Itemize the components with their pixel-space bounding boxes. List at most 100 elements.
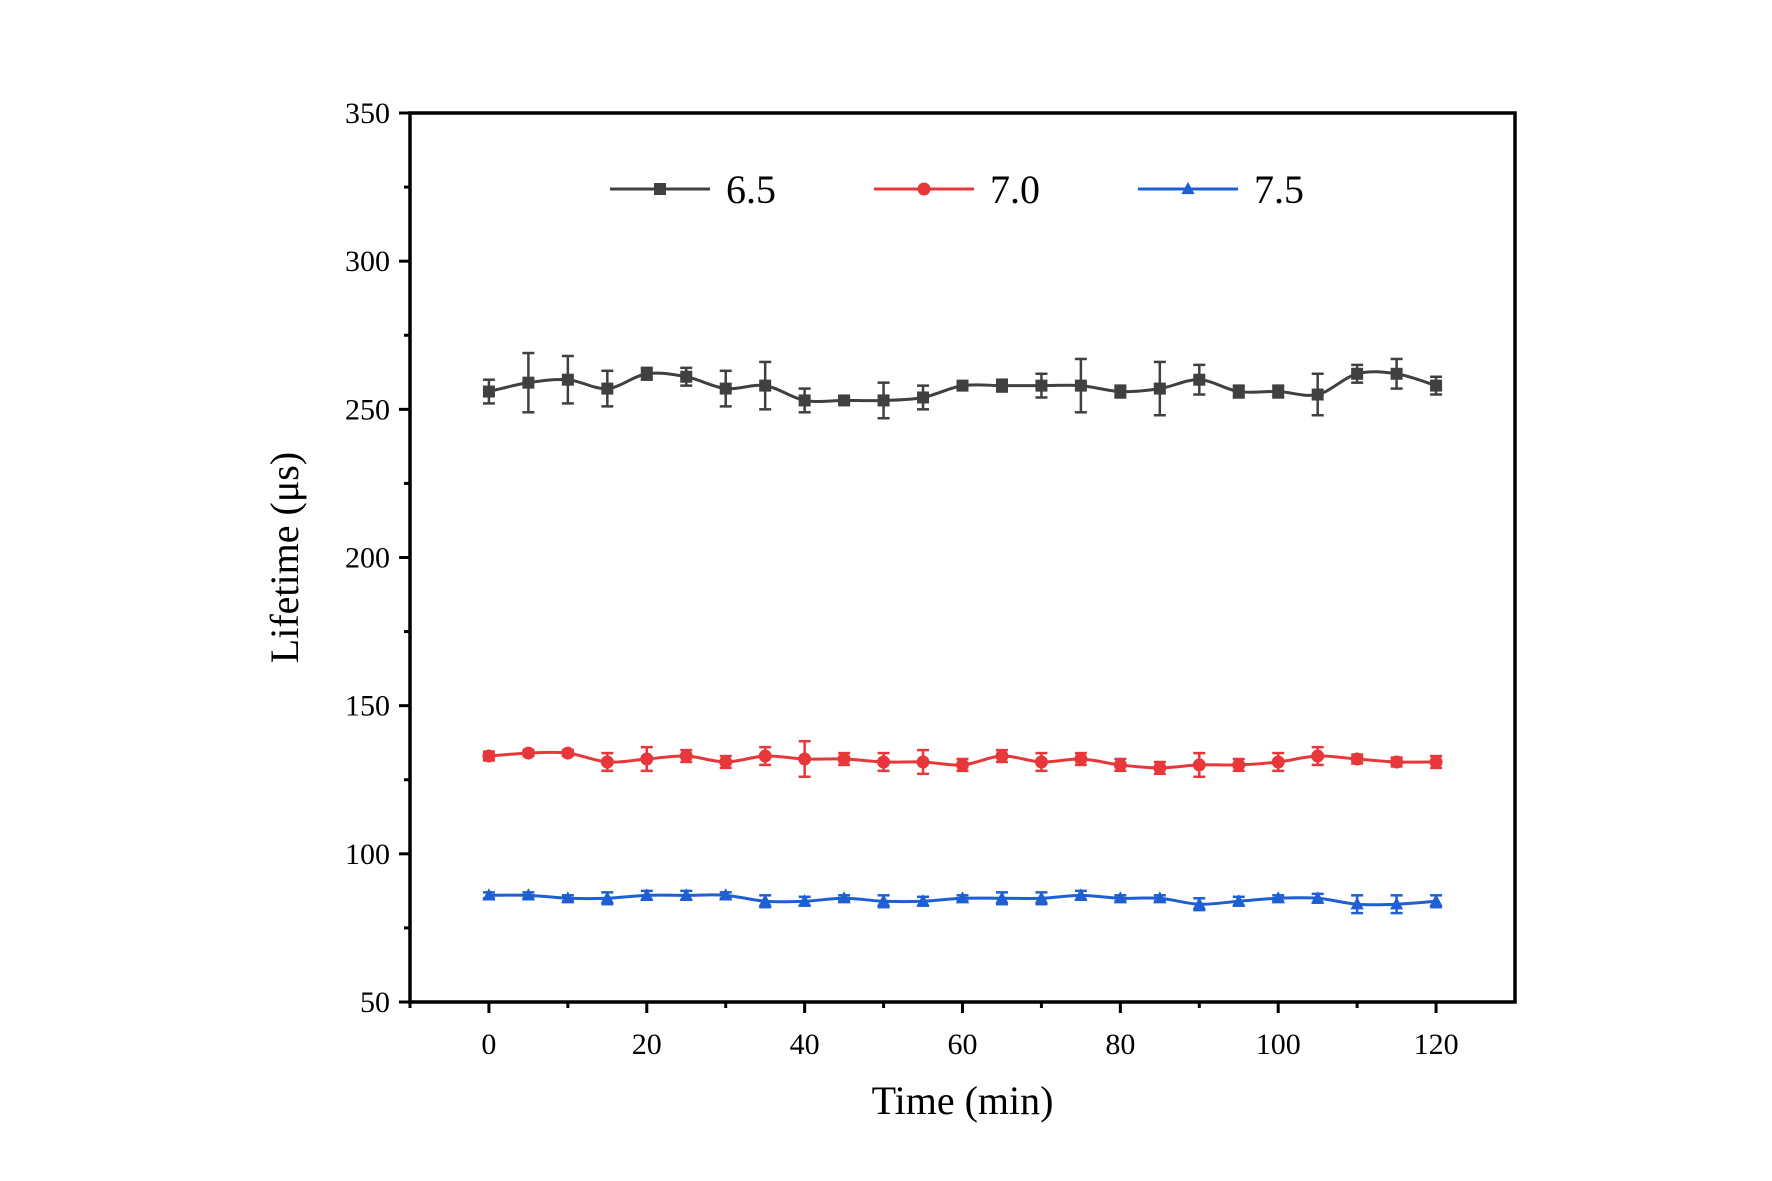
plot-area	[482, 351, 1443, 915]
data-point	[1350, 897, 1364, 910]
data-point	[1232, 758, 1246, 772]
legend-item-7.0: 7.0	[874, 167, 1040, 212]
data-point	[995, 749, 1009, 763]
data-point	[955, 891, 970, 904]
data-point	[798, 752, 812, 766]
data-point	[995, 379, 1008, 392]
data-point	[1074, 888, 1088, 901]
data-point	[1350, 752, 1364, 766]
data-point	[521, 888, 535, 901]
plot-frame	[408, 111, 1517, 1004]
data-point	[1074, 752, 1088, 766]
x-tick-label: 120	[1414, 1028, 1459, 1061]
data-point	[719, 382, 732, 395]
legend-label: 7.5	[1254, 167, 1304, 212]
data-point	[1192, 758, 1206, 772]
data-point	[1311, 388, 1324, 401]
y-tick-label: 50	[360, 986, 390, 1019]
data-point	[798, 394, 811, 407]
data-point	[837, 891, 851, 904]
data-point	[1113, 891, 1127, 904]
legend-item-7.5: 7.5	[1138, 167, 1304, 212]
y-tick-label: 100	[345, 838, 390, 871]
axes: 0 20 40 60 80 100 120 50 100 150 200 250 300 350	[345, 97, 1459, 1061]
data-point	[1034, 891, 1049, 904]
data-point	[600, 891, 614, 904]
data-point	[640, 367, 653, 380]
x-axis-title: Time (min)	[872, 1078, 1054, 1123]
data-point	[956, 758, 969, 772]
data-point	[956, 379, 969, 392]
legend-label: 7.0	[990, 167, 1040, 212]
data-point	[1113, 758, 1127, 772]
data-point	[1114, 385, 1127, 398]
data-point	[1074, 379, 1087, 392]
data-point	[719, 888, 733, 901]
data-point	[798, 894, 812, 907]
data-point	[759, 379, 772, 392]
series-7.5	[482, 888, 1443, 915]
y-axis-title: Lifetime (μs)	[262, 452, 307, 663]
data-point	[1035, 379, 1048, 392]
y-tick-label: 150	[345, 690, 390, 723]
x-tick-label: 20	[632, 1028, 662, 1061]
data-point	[758, 749, 772, 763]
x-tick-label: 0	[481, 1028, 496, 1061]
data-point	[1351, 367, 1364, 380]
y-tick-label: 300	[345, 245, 390, 278]
data-point	[1390, 367, 1403, 380]
y-tick-label: 250	[345, 393, 390, 426]
x-tick-label: 80	[1105, 1028, 1135, 1061]
data-point	[482, 888, 496, 901]
y-tick-label: 200	[345, 542, 390, 575]
data-point	[1390, 897, 1404, 910]
data-point	[1311, 891, 1325, 904]
x-tick-label: 60	[948, 1028, 978, 1061]
data-point	[482, 385, 495, 398]
data-point	[1153, 761, 1167, 775]
data-point	[1390, 755, 1404, 769]
data-point	[758, 894, 772, 907]
data-point	[1429, 894, 1443, 907]
data-point	[916, 894, 930, 907]
data-point	[600, 755, 614, 769]
data-point	[1430, 379, 1443, 392]
data-point	[1429, 755, 1443, 769]
data-point	[1272, 385, 1285, 398]
data-point	[995, 891, 1009, 904]
x-tick-label: 40	[790, 1028, 820, 1061]
legend: 6.5 7.0 7.5	[610, 167, 1304, 212]
data-point	[680, 370, 693, 383]
data-point	[1232, 385, 1245, 398]
y-tick-label: 350	[345, 97, 390, 130]
data-point	[561, 373, 574, 386]
data-point	[482, 749, 496, 763]
data-point	[876, 894, 891, 907]
data-point	[679, 749, 693, 763]
data-point	[522, 376, 535, 389]
series-7.0	[482, 739, 1443, 779]
data-point	[521, 746, 535, 760]
data-point	[916, 755, 930, 769]
x-tick-label: 100	[1256, 1028, 1301, 1061]
data-point	[1232, 894, 1246, 907]
data-point	[1271, 755, 1285, 769]
data-point	[561, 746, 575, 760]
series-6.5	[482, 351, 1443, 420]
data-point	[877, 755, 891, 769]
legend-label: 6.5	[726, 167, 776, 212]
data-point	[837, 752, 851, 766]
data-point	[1034, 755, 1048, 769]
data-point	[601, 382, 614, 395]
data-point	[1153, 891, 1167, 904]
legend-marker	[917, 182, 931, 196]
data-point	[1153, 382, 1166, 395]
data-point	[838, 394, 851, 407]
data-point	[1193, 373, 1206, 386]
legend-marker	[654, 183, 666, 195]
data-point	[640, 752, 654, 766]
data-point	[561, 891, 575, 904]
legend-item-6.5: 6.5	[610, 167, 776, 212]
data-point	[1311, 749, 1325, 763]
